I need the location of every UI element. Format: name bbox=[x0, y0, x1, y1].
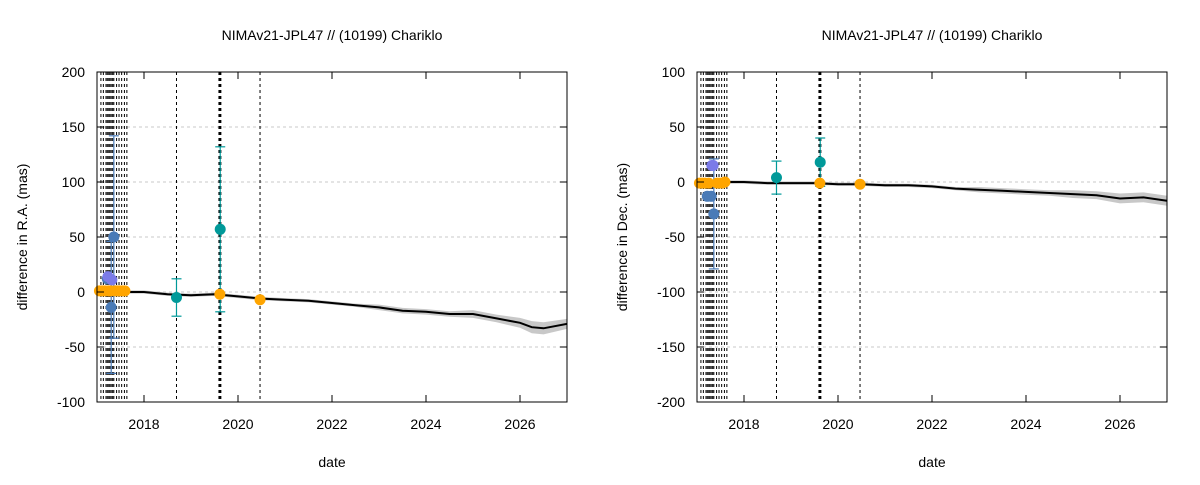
data-point bbox=[708, 208, 720, 220]
data-point bbox=[106, 274, 118, 286]
data-point bbox=[214, 288, 226, 300]
chart-panel-1: -100 -50 0 50 100 150 200 2018 2020 2022 2024 2026 N… bbox=[14, 27, 568, 470]
uncertainty-band bbox=[697, 180, 1167, 206]
x-tick-label: 2018 bbox=[728, 416, 759, 432]
y-tick-label: 100 bbox=[662, 64, 686, 80]
x-tick-label: 2024 bbox=[410, 416, 441, 432]
y-axis-title: difference in R.A. (mas) bbox=[14, 164, 30, 311]
data-point bbox=[214, 223, 226, 235]
x-tick-label: 2022 bbox=[916, 416, 947, 432]
data-point bbox=[770, 172, 782, 184]
data-point bbox=[707, 160, 719, 171]
data-point bbox=[703, 177, 715, 189]
y-tick-label: -100 bbox=[57, 394, 85, 410]
data-point bbox=[108, 231, 120, 243]
x-tick-label: 2018 bbox=[128, 416, 159, 432]
data-point bbox=[119, 285, 131, 297]
y-tick-label: -100 bbox=[657, 284, 685, 300]
data-point bbox=[719, 176, 731, 188]
x-tick-label: 2024 bbox=[1010, 416, 1041, 432]
y-tick-label: 200 bbox=[62, 64, 86, 80]
chart-title: NIMAv21-JPL47 // (10199) Chariklo bbox=[822, 27, 1043, 43]
y-tick-label: -50 bbox=[65, 339, 85, 355]
orbit-difference-line bbox=[697, 181, 1167, 202]
chart-title: NIMAv21-JPL47 // (10199) Chariklo bbox=[222, 27, 443, 43]
y-tick-label: 50 bbox=[669, 119, 685, 135]
uncertainty-band bbox=[97, 289, 567, 335]
data-point bbox=[854, 178, 866, 190]
x-tick-label: 2026 bbox=[1104, 416, 1135, 432]
y-tick-label: -50 bbox=[665, 229, 685, 245]
y-tick-label: 0 bbox=[677, 174, 685, 190]
y-tick-label: 150 bbox=[62, 119, 86, 135]
data-point bbox=[705, 190, 717, 202]
x-tick-label: 2020 bbox=[222, 416, 253, 432]
x-axis-title: date bbox=[918, 454, 945, 470]
data-point bbox=[105, 301, 117, 313]
y-tick-label: 0 bbox=[77, 284, 85, 300]
y-axis-title: difference in Dec. (mas) bbox=[614, 163, 630, 311]
x-tick-label: 2020 bbox=[822, 416, 853, 432]
y-tick-label: 100 bbox=[62, 174, 86, 190]
data-point bbox=[254, 294, 266, 306]
data-point bbox=[170, 292, 182, 303]
x-tick-label: 2026 bbox=[504, 416, 535, 432]
y-tick-label: -200 bbox=[657, 394, 685, 410]
chart-panel-2: -200 -150 -100 -50 0 50 100 2018 2020 2022 2024 202… bbox=[614, 27, 1168, 470]
data-point bbox=[814, 177, 826, 189]
y-tick-label: -150 bbox=[657, 339, 685, 355]
data-point bbox=[814, 156, 826, 168]
y-tick-label: 50 bbox=[69, 229, 85, 245]
orbit-difference-line bbox=[97, 289, 567, 330]
x-tick-label: 2022 bbox=[316, 416, 347, 432]
x-axis-title: date bbox=[318, 454, 345, 470]
